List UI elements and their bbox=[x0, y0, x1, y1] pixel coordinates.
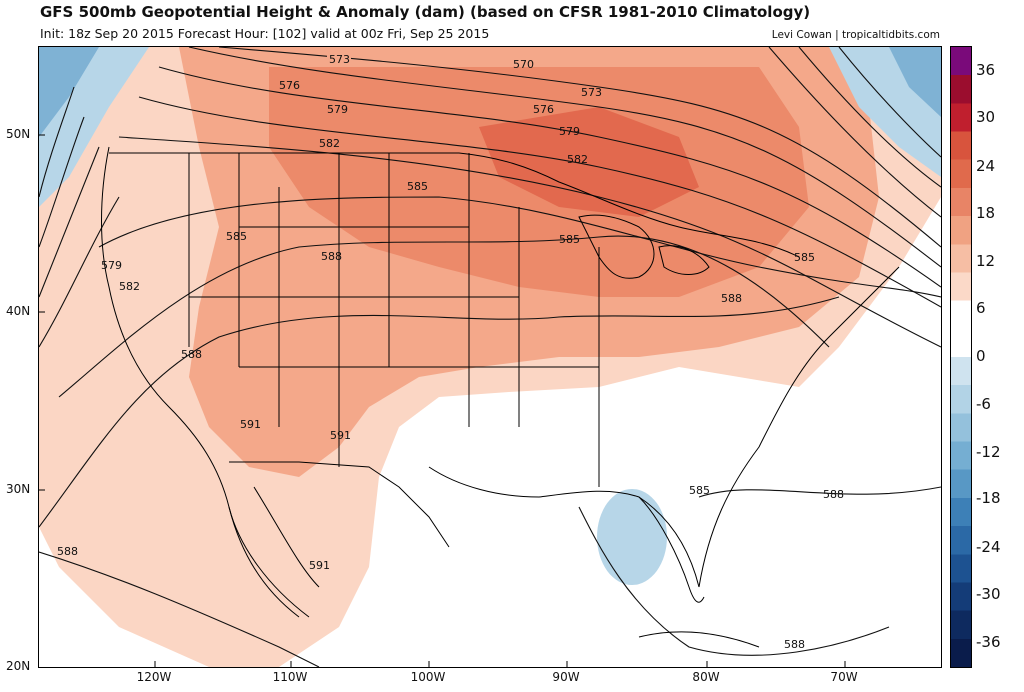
cuba bbox=[638, 631, 760, 648]
state-line bbox=[188, 153, 600, 487]
contour-line bbox=[118, 136, 941, 348]
lon-label-90w: 90W bbox=[552, 670, 580, 684]
baja-peninsula bbox=[228, 486, 320, 618]
colorbar-label: 24 bbox=[976, 157, 996, 175]
contour-label: 579 bbox=[559, 125, 580, 138]
west-coastline bbox=[101, 146, 300, 618]
contour-label: 588 bbox=[321, 250, 342, 263]
contour-line bbox=[188, 47, 941, 268]
contour-label: 576 bbox=[279, 79, 300, 92]
lon-label-100w: 100W bbox=[410, 670, 446, 684]
colorbar-label: 0 bbox=[976, 347, 986, 365]
contour-label: 585 bbox=[559, 233, 580, 246]
contour-label: 585 bbox=[226, 230, 247, 243]
geographic-boundaries bbox=[101, 146, 900, 648]
east-coastline bbox=[698, 266, 900, 588]
contour-label: 585 bbox=[407, 180, 428, 193]
contour-line bbox=[39, 196, 120, 348]
lat-label-50n: 50N bbox=[6, 127, 31, 141]
contour-label: 570 bbox=[513, 58, 534, 71]
lon-label-110w: 110W bbox=[272, 670, 308, 684]
contour-line bbox=[39, 551, 320, 667]
contour-line bbox=[698, 486, 941, 498]
lon-label-120w: 120W bbox=[136, 670, 172, 684]
contour-label: 591 bbox=[330, 429, 351, 442]
contour-line bbox=[138, 96, 941, 308]
colorbar-label: 12 bbox=[976, 252, 996, 270]
axis-ticks bbox=[39, 134, 846, 667]
contour-label: 573 bbox=[329, 53, 350, 66]
colorbar-label: -18 bbox=[976, 489, 1001, 507]
contour-line bbox=[158, 66, 941, 288]
colorbar-label: -30 bbox=[976, 585, 1001, 603]
contour-line bbox=[39, 146, 100, 298]
us-canada-border bbox=[109, 152, 800, 258]
colorbar-label: -36 bbox=[976, 633, 1001, 651]
contour-label: 588 bbox=[721, 292, 742, 305]
mexico-border bbox=[229, 461, 450, 548]
lon-label-70w: 70W bbox=[830, 670, 858, 684]
positive-anomaly-peak bbox=[479, 107, 699, 217]
florida bbox=[638, 496, 705, 603]
negative-anomaly-northwest-core bbox=[39, 47, 99, 137]
lon-label-80w: 80W bbox=[692, 670, 720, 684]
map-panel[interactable]: 573 570 576 573 579 576 582 579 585 582 … bbox=[38, 46, 942, 668]
contour-label: 591 bbox=[240, 418, 261, 431]
anomaly-colorbar bbox=[950, 46, 972, 668]
contour-label: 573 bbox=[581, 86, 602, 99]
lat-label-40n: 40N bbox=[6, 304, 31, 318]
colorbar-label: 6 bbox=[976, 299, 986, 317]
colorbar-label: -24 bbox=[976, 538, 1001, 556]
contour-line bbox=[98, 196, 941, 298]
negative-anomaly-gulf bbox=[597, 489, 667, 585]
contour-label: 591 bbox=[309, 559, 330, 572]
contour-label: 588 bbox=[181, 348, 202, 361]
gulf-coastline bbox=[428, 466, 700, 588]
forecast-info: Init: 18z Sep 20 2015 Forecast Hour: [10… bbox=[40, 26, 490, 41]
contour-label: 582 bbox=[567, 153, 588, 166]
contour-label: 588 bbox=[823, 488, 844, 501]
credit-text: Levi Cowan | tropicaltidbits.com bbox=[771, 29, 940, 41]
contour-label: 582 bbox=[119, 280, 140, 293]
contour-line bbox=[39, 116, 85, 248]
colorbar-label: 30 bbox=[976, 108, 996, 126]
map-canvas: 573 570 576 573 579 576 582 579 585 582 … bbox=[39, 47, 941, 667]
contour-line bbox=[768, 47, 941, 218]
colorbar-label: 36 bbox=[976, 61, 996, 79]
contour-label: 585 bbox=[794, 251, 815, 264]
contour-line bbox=[578, 506, 890, 656]
lat-label-20n: 20N bbox=[6, 659, 31, 673]
contour-label: 579 bbox=[101, 259, 122, 272]
contour-line bbox=[58, 235, 830, 398]
colorbar-label: 18 bbox=[976, 204, 996, 222]
great-lakes bbox=[578, 214, 710, 279]
colorbar-label: -12 bbox=[976, 443, 1001, 461]
contour-label-layer: 573 570 576 573 579 576 582 579 585 582 … bbox=[57, 52, 844, 651]
contour-label: 588 bbox=[784, 638, 805, 651]
negative-anomaly-northeast-core bbox=[889, 47, 941, 117]
contour-line bbox=[39, 296, 840, 528]
contour-line bbox=[838, 47, 941, 158]
anomaly-shading bbox=[39, 47, 941, 667]
contour-label-bg bbox=[327, 52, 351, 65]
contour-line bbox=[798, 47, 941, 188]
contour-label: 576 bbox=[533, 103, 554, 116]
contour-line bbox=[39, 86, 75, 198]
contour-label: 588 bbox=[57, 545, 78, 558]
contour-label: 585 bbox=[689, 484, 710, 497]
contour-label: 582 bbox=[319, 137, 340, 150]
lat-label-30n: 30N bbox=[6, 482, 31, 496]
contour-label: 579 bbox=[327, 103, 348, 116]
colorbar-label: -6 bbox=[976, 395, 991, 413]
chart-title: GFS 500mb Geopotential Height & Anomaly … bbox=[40, 3, 811, 21]
height-contours bbox=[39, 47, 941, 667]
